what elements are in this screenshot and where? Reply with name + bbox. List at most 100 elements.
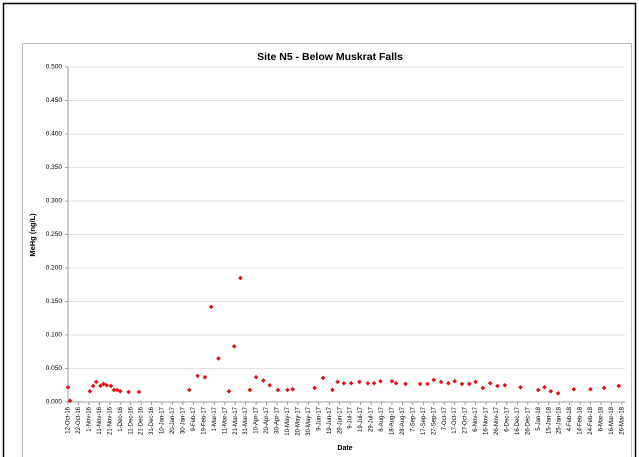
data-point bbox=[98, 383, 103, 389]
x-tick-label: 19-Jul-17 bbox=[358, 406, 364, 432]
data-point bbox=[216, 356, 221, 361]
data-point bbox=[208, 304, 214, 310]
x-tick-label: 6-Dec-17 bbox=[504, 406, 510, 431]
data-point bbox=[111, 387, 117, 393]
x-tick-label: 16-Dec-17 bbox=[515, 406, 521, 435]
x-tick-label: 7-Sep-17 bbox=[410, 406, 416, 431]
data-point bbox=[518, 384, 523, 390]
x-tick-label: 28-Aug-17 bbox=[400, 406, 406, 435]
data-point bbox=[480, 385, 486, 391]
data-point bbox=[601, 385, 607, 391]
data-point bbox=[389, 378, 395, 384]
data-point bbox=[371, 380, 377, 386]
x-tick-label: 18-Aug-17 bbox=[390, 406, 396, 435]
data-point bbox=[542, 384, 547, 390]
x-tick-label: 26-Mar-18 bbox=[619, 406, 625, 434]
data-point bbox=[93, 379, 99, 385]
x-tick-label: 30-May-17 bbox=[306, 406, 312, 435]
data-point bbox=[231, 344, 237, 349]
data-point bbox=[67, 398, 73, 403]
x-tick-label: 1-Nov-16 bbox=[86, 406, 92, 431]
x-axis-label: Date bbox=[337, 445, 352, 452]
x-tick-label: 14-Feb-18 bbox=[578, 406, 584, 434]
x-tick-label: 20-Apr-17 bbox=[264, 406, 270, 433]
y-tick-label: 0.000 bbox=[46, 399, 63, 406]
x-tick-label: 6-Nov-17 bbox=[473, 406, 479, 431]
data-point bbox=[348, 380, 354, 386]
y-tick-label: 0.250 bbox=[46, 231, 63, 238]
data-point bbox=[446, 380, 451, 386]
data-point bbox=[459, 381, 465, 387]
x-tick-label: 21-Nov-16 bbox=[107, 406, 113, 435]
x-tick-label: 17-Sep-17 bbox=[421, 406, 427, 435]
data-point bbox=[87, 388, 93, 394]
x-tick-label: 21-Mar-17 bbox=[233, 406, 239, 434]
data-point bbox=[330, 387, 335, 393]
x-tick-label: 26-Nov-17 bbox=[494, 406, 500, 435]
chart-panel bbox=[22, 43, 632, 457]
data-point bbox=[126, 389, 131, 395]
x-tick-label: 9-Jul-17 bbox=[348, 406, 354, 428]
y-tick-label: 0.150 bbox=[46, 298, 63, 305]
data-point bbox=[108, 383, 114, 389]
y-tick-label: 0.200 bbox=[46, 265, 63, 272]
x-tick-label: 9-Jun-17 bbox=[316, 406, 322, 430]
data-point bbox=[365, 380, 371, 386]
data-point bbox=[616, 383, 622, 389]
data-point bbox=[588, 386, 593, 392]
data-point bbox=[357, 379, 362, 385]
data-point bbox=[320, 375, 326, 381]
data-point bbox=[487, 380, 493, 386]
y-tick-label: 0.400 bbox=[46, 131, 63, 138]
x-tick-label: 10-Apr-17 bbox=[254, 406, 260, 433]
data-point bbox=[403, 381, 408, 387]
data-point bbox=[495, 383, 500, 389]
data-point bbox=[226, 388, 232, 394]
x-tick-label: 12-Oct-16 bbox=[66, 406, 72, 433]
x-tick-label: 27-Oct-17 bbox=[463, 406, 469, 433]
x-tick-label: 17-Oct-17 bbox=[452, 406, 458, 433]
x-tick-label: 7-Oct-17 bbox=[442, 406, 448, 430]
y-tick-label: 0.450 bbox=[46, 97, 63, 104]
x-tick-label: 20-May-17 bbox=[295, 406, 301, 435]
x-tick-label: 22-Oct-16 bbox=[76, 406, 82, 433]
data-point bbox=[473, 379, 478, 385]
data-point bbox=[275, 387, 281, 393]
x-tick-label: 29-Jul-17 bbox=[369, 406, 375, 432]
data-point bbox=[136, 389, 142, 395]
x-tick-label: 8-Aug-17 bbox=[379, 406, 385, 431]
x-tick-label: 25-Jan-18 bbox=[557, 406, 563, 434]
x-tick-label: 16-Mar-18 bbox=[609, 406, 615, 434]
x-tick-label: 27-Sep-17 bbox=[431, 406, 437, 435]
data-point bbox=[90, 383, 96, 389]
data-point bbox=[466, 381, 472, 387]
x-tick-label: 9-Feb-17 bbox=[191, 406, 197, 431]
x-tick-label: 19-Jun-17 bbox=[327, 406, 333, 434]
data-point bbox=[247, 387, 253, 393]
data-point bbox=[425, 381, 430, 387]
y-tick-label: 0.500 bbox=[46, 64, 63, 71]
data-point bbox=[378, 378, 383, 384]
x-tick-label: 30-Jan-17 bbox=[181, 406, 187, 434]
data-point bbox=[261, 378, 266, 383]
x-tick-label: 19-Feb-17 bbox=[201, 406, 207, 434]
x-tick-label: 6-Mar-18 bbox=[599, 406, 605, 431]
x-tick-label: 5-Jan-18 bbox=[536, 406, 542, 430]
data-point bbox=[548, 388, 554, 394]
data-point bbox=[431, 377, 437, 383]
y-axis-label: MeHg (ng/L) bbox=[28, 213, 37, 257]
x-tick-label: 10-Jan-17 bbox=[160, 406, 166, 434]
data-point bbox=[186, 387, 192, 393]
data-point bbox=[253, 374, 259, 380]
x-tick-label: 21-Dec-16 bbox=[139, 406, 145, 435]
x-tick-label: 15-Jan-18 bbox=[546, 406, 552, 434]
x-tick-label: 24-Feb-18 bbox=[588, 406, 594, 434]
x-tick-label: 4-Feb-18 bbox=[567, 406, 573, 431]
data-point bbox=[452, 378, 457, 384]
x-tick-label: 11-Mar-17 bbox=[222, 406, 228, 434]
data-point bbox=[571, 386, 577, 392]
x-tick-label: 10-May-17 bbox=[285, 406, 291, 435]
